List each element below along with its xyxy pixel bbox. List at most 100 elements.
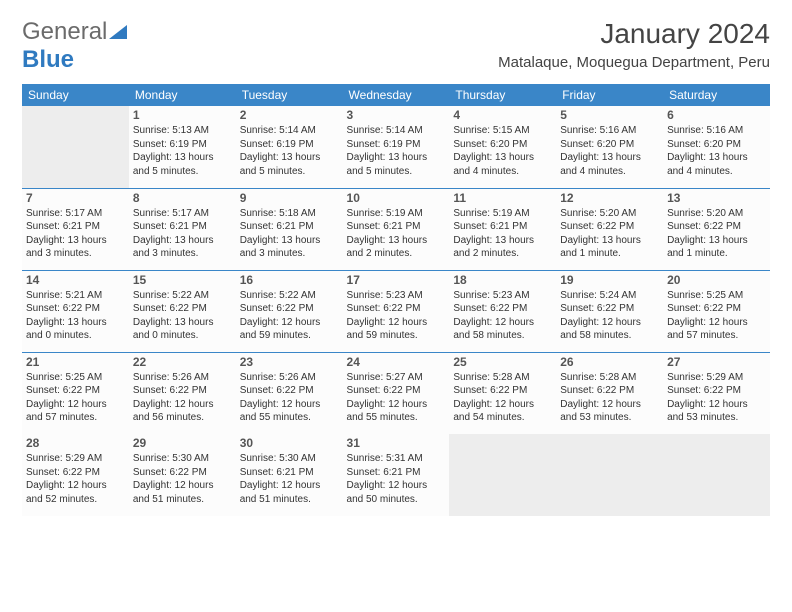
day-info: Sunrise: 5:28 AMSunset: 6:22 PMDaylight:… xyxy=(453,371,552,425)
calendar-empty-cell xyxy=(22,106,129,188)
calendar-row: 7 Sunrise: 5:17 AMSunset: 6:21 PMDaylight… xyxy=(22,188,770,270)
day-number: 2 xyxy=(240,108,339,122)
weekday-header: Friday xyxy=(556,84,663,106)
day-info: Sunrise: 5:29 AMSunset: 6:22 PMDaylight:… xyxy=(667,371,766,425)
day-info: Sunrise: 5:25 AMSunset: 6:22 PMDaylight:… xyxy=(667,289,766,343)
day-number: 27 xyxy=(667,355,766,369)
day-info: Sunrise: 5:22 AMSunset: 6:22 PMDaylight:… xyxy=(133,289,232,343)
weekday-header: Wednesday xyxy=(343,84,450,106)
day-number: 11 xyxy=(453,191,552,205)
title-block: January 2024 Matalaque, Moquegua Departm… xyxy=(498,18,770,71)
calendar-day-cell: 9 Sunrise: 5:18 AMSunset: 6:21 PMDaylight… xyxy=(236,188,343,270)
day-number: 13 xyxy=(667,191,766,205)
calendar-day-cell: 14Sunrise: 5:21 AMSunset: 6:22 PMDayligh… xyxy=(22,270,129,352)
calendar-day-cell: 19Sunrise: 5:24 AMSunset: 6:22 PMDayligh… xyxy=(556,270,663,352)
day-number: 28 xyxy=(26,436,125,450)
day-info: Sunrise: 5:16 AMSunset: 6:20 PMDaylight:… xyxy=(667,124,766,178)
calendar-day-cell: 21 Sunrise: 5:25 AMSunset: 6:22 PMDayligh… xyxy=(22,352,129,434)
day-info: Sunrise: 5:18 AMSunset: 6:21 PMDaylight:… xyxy=(240,207,339,261)
calendar-day-cell: 6 Sunrise: 5:16 AMSunset: 6:20 PMDaylight… xyxy=(663,106,770,188)
calendar-day-cell: 25Sunrise: 5:28 AMSunset: 6:22 PMDayligh… xyxy=(449,352,556,434)
day-info: Sunrise: 5:14 AMSunset: 6:19 PMDaylight:… xyxy=(347,124,446,178)
day-info: Sunrise: 5:26 AMSunset: 6:22 PMDaylight:… xyxy=(133,371,232,425)
day-number: 31 xyxy=(347,436,446,450)
calendar-day-cell: 7Sunrise: 5:17 AMSunset: 6:21 PMDaylight… xyxy=(22,188,129,270)
day-info: Sunrise: 5:15 AMSunset: 6:20 PMDaylight:… xyxy=(453,124,552,178)
calendar-body: 1Sunrise: 5:13 AMSunset: 6:19 PMDaylight… xyxy=(22,106,770,516)
calendar-empty-cell xyxy=(449,434,556,516)
month-title: January 2024 xyxy=(498,18,770,50)
day-number: 3 xyxy=(347,108,446,122)
calendar-day-cell: 18 Sunrise: 5:23 AMSunset: 6:22 PMDayligh… xyxy=(449,270,556,352)
day-info: Sunrise: 5:28 AMSunset: 6:22 PMDaylight:… xyxy=(560,371,659,425)
weekday-header: Thursday xyxy=(449,84,556,106)
day-number: 26 xyxy=(560,355,659,369)
day-info: Sunrise: 5:19 AMSunset: 6:21 PMDaylight:… xyxy=(347,207,446,261)
day-info: Sunrise: 5:20 AMSunset: 6:22 PMDaylight:… xyxy=(560,207,659,261)
day-number: 9 xyxy=(240,191,339,205)
calendar-empty-cell xyxy=(556,434,663,516)
day-info: Sunrise: 5:16 AMSunset: 6:20 PMDaylight:… xyxy=(560,124,659,178)
day-number: 10 xyxy=(347,191,446,205)
weekday-header: Saturday xyxy=(663,84,770,106)
calendar-day-cell: 28 Sunrise: 5:29 AMSunset: 6:22 PMDayligh… xyxy=(22,434,129,516)
calendar-day-cell: 4 Sunrise: 5:15 AMSunset: 6:20 PMDaylight… xyxy=(449,106,556,188)
calendar-row: 14Sunrise: 5:21 AMSunset: 6:22 PMDayligh… xyxy=(22,270,770,352)
day-info: Sunrise: 5:21 AMSunset: 6:22 PMDaylight:… xyxy=(26,289,125,343)
calendar-day-cell: 5 Sunrise: 5:16 AMSunset: 6:20 PMDaylight… xyxy=(556,106,663,188)
calendar-day-cell: 16Sunrise: 5:22 AMSunset: 6:22 PMDayligh… xyxy=(236,270,343,352)
calendar-row: 21 Sunrise: 5:25 AMSunset: 6:22 PMDayligh… xyxy=(22,352,770,434)
logo-triangle-icon xyxy=(109,25,127,39)
calendar-day-cell: 24Sunrise: 5:27 AMSunset: 6:22 PMDayligh… xyxy=(343,352,450,434)
day-number: 21 xyxy=(26,355,125,369)
day-info: Sunrise: 5:13 AMSunset: 6:19 PMDaylight:… xyxy=(133,124,232,178)
weekday-header: Tuesday xyxy=(236,84,343,106)
calendar-day-cell: 31Sunrise: 5:31 AMSunset: 6:21 PMDayligh… xyxy=(343,434,450,516)
weekday-row: SundayMondayTuesdayWednesdayThursdayFrid… xyxy=(22,84,770,106)
calendar-day-cell: 1Sunrise: 5:13 AMSunset: 6:19 PMDaylight… xyxy=(129,106,236,188)
calendar-head: SundayMondayTuesdayWednesdayThursdayFrid… xyxy=(22,84,770,106)
day-number: 29 xyxy=(133,436,232,450)
day-info: Sunrise: 5:14 AMSunset: 6:19 PMDaylight:… xyxy=(240,124,339,178)
day-info: Sunrise: 5:30 AMSunset: 6:21 PMDaylight:… xyxy=(240,452,339,506)
calendar-day-cell: 10 Sunrise: 5:19 AMSunset: 6:21 PMDayligh… xyxy=(343,188,450,270)
day-number: 15 xyxy=(133,273,232,287)
day-number: 5 xyxy=(560,108,659,122)
location: Matalaque, Moquegua Department, Peru xyxy=(498,54,770,71)
calendar-day-cell: 29Sunrise: 5:30 AMSunset: 6:22 PMDayligh… xyxy=(129,434,236,516)
day-info: Sunrise: 5:19 AMSunset: 6:21 PMDaylight:… xyxy=(453,207,552,261)
day-number: 17 xyxy=(347,273,446,287)
day-info: Sunrise: 5:23 AMSunset: 6:22 PMDaylight:… xyxy=(347,289,446,343)
calendar-day-cell: 26 Sunrise: 5:28 AMSunset: 6:22 PMDayligh… xyxy=(556,352,663,434)
weekday-header: Sunday xyxy=(22,84,129,106)
calendar-day-cell: 11 Sunrise: 5:19 AMSunset: 6:21 PMDayligh… xyxy=(449,188,556,270)
day-number: 4 xyxy=(453,108,552,122)
day-number: 18 xyxy=(453,273,552,287)
day-info: Sunrise: 5:24 AMSunset: 6:22 PMDaylight:… xyxy=(560,289,659,343)
day-number: 20 xyxy=(667,273,766,287)
day-info: Sunrise: 5:26 AMSunset: 6:22 PMDaylight:… xyxy=(240,371,339,425)
day-info: Sunrise: 5:22 AMSunset: 6:22 PMDaylight:… xyxy=(240,289,339,343)
calendar-day-cell: 2 Sunrise: 5:14 AMSunset: 6:19 PMDaylight… xyxy=(236,106,343,188)
day-info: Sunrise: 5:29 AMSunset: 6:22 PMDaylight:… xyxy=(26,452,125,506)
logo-text-blue: Blue xyxy=(22,46,74,73)
calendar-row: 1Sunrise: 5:13 AMSunset: 6:19 PMDaylight… xyxy=(22,106,770,188)
day-number: 30 xyxy=(240,436,339,450)
day-info: Sunrise: 5:17 AMSunset: 6:21 PMDaylight:… xyxy=(133,207,232,261)
day-info: Sunrise: 5:23 AMSunset: 6:22 PMDaylight:… xyxy=(453,289,552,343)
day-info: Sunrise: 5:20 AMSunset: 6:22 PMDaylight:… xyxy=(667,207,766,261)
calendar-day-cell: 8 Sunrise: 5:17 AMSunset: 6:21 PMDaylight… xyxy=(129,188,236,270)
calendar-table: SundayMondayTuesdayWednesdayThursdayFrid… xyxy=(22,84,770,516)
calendar-day-cell: 20 Sunrise: 5:25 AMSunset: 6:22 PMDayligh… xyxy=(663,270,770,352)
header: General Blue January 2024 Matalaque, Moq… xyxy=(22,18,770,74)
day-number: 6 xyxy=(667,108,766,122)
calendar-day-cell: 17 Sunrise: 5:23 AMSunset: 6:22 PMDayligh… xyxy=(343,270,450,352)
calendar-day-cell: 3 Sunrise: 5:14 AMSunset: 6:19 PMDaylight… xyxy=(343,106,450,188)
day-number: 8 xyxy=(133,191,232,205)
day-number: 22 xyxy=(133,355,232,369)
logo-text-general: General xyxy=(22,18,107,45)
calendar-day-cell: 13 Sunrise: 5:20 AMSunset: 6:22 PMDayligh… xyxy=(663,188,770,270)
day-number: 7 xyxy=(26,191,125,205)
weekday-header: Monday xyxy=(129,84,236,106)
day-info: Sunrise: 5:25 AMSunset: 6:22 PMDaylight:… xyxy=(26,371,125,425)
